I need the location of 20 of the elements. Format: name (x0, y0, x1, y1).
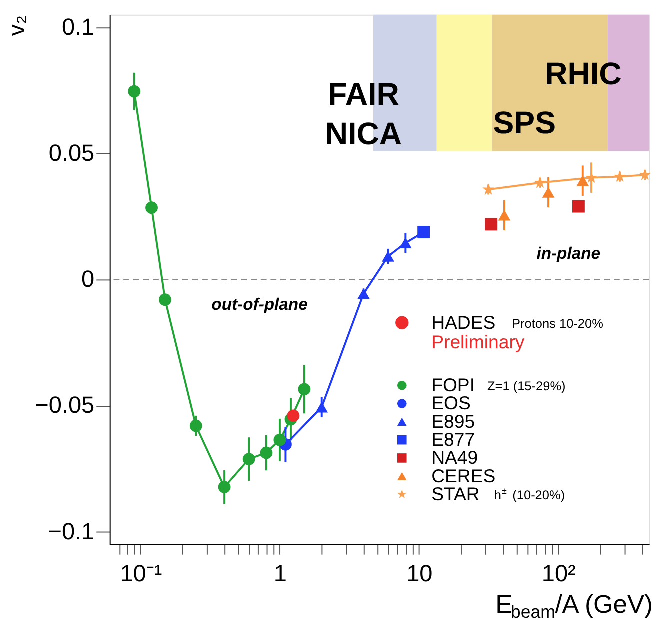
y-axis-title: v₂ (3, 15, 30, 36)
y-tick-label: −0.1 (48, 518, 95, 544)
band-label: FAIR NICA (325, 77, 402, 152)
annotation: Z=1 (15-29%) (487, 378, 566, 394)
x-tick-label: 10 (406, 560, 433, 586)
band-label: RHIC (545, 56, 622, 92)
x-tick-label: 10² (542, 560, 576, 586)
y-tick-label: −0.05 (35, 392, 95, 418)
y-tick-label: 0.1 (62, 14, 95, 40)
annotation: Preliminary (432, 331, 526, 352)
band-label: SPS (493, 106, 556, 141)
annotation: h± (10-20%) (494, 486, 566, 502)
y-tick-label: 0.05 (48, 140, 95, 166)
x-tick-label: 10⁻¹ (120, 560, 162, 586)
annotation: out-of-plane (212, 295, 308, 314)
y-tick-label: 0 (82, 266, 95, 292)
x-tick-label: 1 (274, 560, 287, 586)
annotation: Protons 10-20% (512, 316, 604, 331)
legend-label: HADES (432, 312, 496, 333)
annotation: in-plane (536, 244, 601, 264)
